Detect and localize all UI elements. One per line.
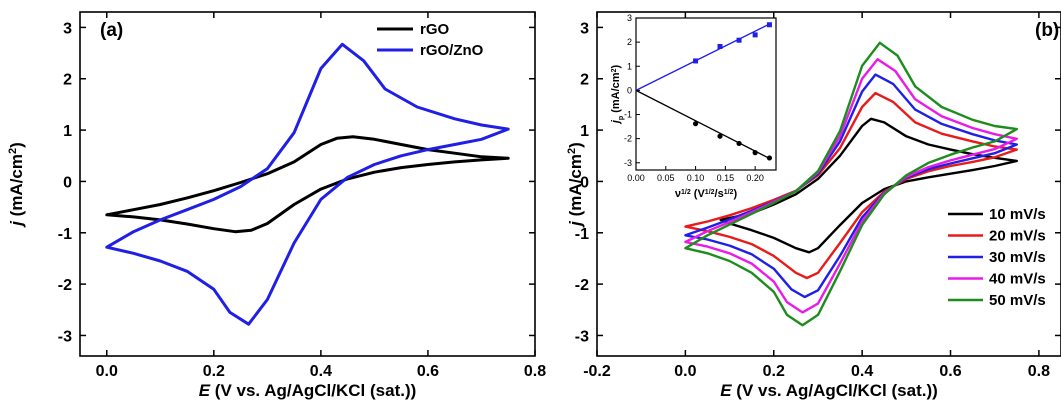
inset-x-sup: 1/2 — [724, 189, 734, 196]
inset-point-anodic — [752, 32, 758, 38]
inset-x-tick-label: 0.00 — [627, 173, 645, 183]
inset-x-tick-label: 0.05 — [657, 173, 675, 183]
y-tick-label: -1 — [575, 226, 589, 243]
panel-label: (a) — [100, 20, 123, 41]
legend-label: rGO/ZnO — [420, 42, 484, 59]
inset-fit-line-anodic — [635, 23, 770, 91]
x-tick-label: 0.2 — [203, 363, 225, 380]
x-axis-label: E (V vs. Ag/AgCl/KCl (sat.)) — [720, 381, 938, 400]
y-axis-sup: 2 — [7, 148, 19, 154]
plot-frame — [79, 11, 536, 357]
inset-x-text: ) — [733, 188, 737, 200]
y-tick-label: 0 — [63, 174, 72, 191]
inset-point-anodic — [736, 37, 742, 43]
inset-x-tick-label: 0.10 — [687, 173, 705, 183]
inset-point-anodic — [717, 43, 723, 49]
panel-0: 0.0 0.2 0.4 0.6 0.8 -3 -2 -1 0 1 2 3 E (V vs. Ag/AgC… — [7, 11, 546, 400]
y-tick-label: 2 — [580, 72, 589, 89]
inset-y-sup: 2 — [611, 68, 618, 72]
legend-label: 20 mV/s — [989, 228, 1046, 245]
x-axis-text: (V vs. Ag/AgCl/KCl (sat.)) — [732, 381, 938, 400]
inset-point-cathodic — [766, 155, 773, 161]
y-tick-label: 3 — [580, 20, 589, 37]
x-tick-label: 0.0 — [96, 363, 118, 380]
y-axis-end: ) — [7, 142, 26, 148]
y-axis-sup: 2 — [566, 148, 578, 154]
inset-point-cathodic — [752, 150, 758, 156]
inset-x-symbol: ν — [675, 188, 681, 200]
x-tick-label: 0.4 — [851, 363, 873, 380]
inset-fit-line-cathodic — [635, 89, 770, 159]
x-axis-text: (V vs. Ag/AgCl/KCl (sat.)) — [210, 381, 416, 400]
y-tick-label: -3 — [58, 328, 72, 345]
x-tick-label: 0.6 — [939, 363, 961, 380]
y-axis-label: j (mA/cm2) — [7, 142, 26, 228]
y-axis-text: (mA/cm — [7, 154, 26, 221]
inset-x-tick-label: 0.20 — [746, 173, 764, 183]
inset-x-text: (V — [691, 188, 706, 200]
inset-y-tick-label: 2 — [627, 37, 632, 47]
series-line-10-mv-s — [719, 117, 1018, 254]
y-tick-label: -1 — [58, 226, 72, 243]
y-tick-label: 2 — [63, 72, 72, 89]
panel-1: -0.2 0.0 0.2 0.4 0.6 0.8 -3 -2 -1 0 1 2 3 E (V vs. Ag… — [566, 11, 1061, 400]
plot-frame — [596, 11, 1061, 357]
inset-x-sup: 1/2 — [705, 189, 715, 196]
y-axis-text: (mA/cm — [566, 154, 585, 221]
series-line-rgo-zno — [105, 42, 510, 326]
inset-y-axis-label: jp (mA/cm2) — [610, 65, 625, 126]
inset-y-tick-label: 1 — [627, 61, 632, 71]
inset-y-tick-label: 3 — [627, 13, 632, 23]
y-tick-label: 1 — [63, 123, 72, 140]
x-axis-label: E (V vs. Ag/AgCl/KCl (sat.)) — [199, 381, 417, 400]
x-tick-label: 0.8 — [1028, 363, 1050, 380]
legend-label: rGO — [420, 21, 450, 38]
inset-y-tick-label: 0 — [627, 85, 632, 95]
y-tick-label: 3 — [63, 20, 72, 37]
series-line-50-mv-s — [684, 41, 1018, 327]
inset-y-tick-label: -2 — [624, 134, 632, 144]
y-tick-label: 0 — [580, 174, 589, 191]
inset-y-sub: p — [618, 116, 625, 120]
inset-y-symbol: j — [610, 119, 622, 125]
x-tick-label: 0.0 — [674, 363, 696, 380]
x-tick-label: 0.8 — [524, 363, 546, 380]
legend-label: 30 mV/s — [989, 249, 1046, 266]
y-tick-label: -2 — [575, 277, 589, 294]
inset-y-text: (mA/cm — [610, 72, 622, 116]
panel-label: (b) — [1035, 20, 1059, 41]
legend-label: 40 mV/s — [989, 271, 1046, 288]
y-axis-symbol: j — [566, 220, 585, 228]
inset-y-tick-label: -1 — [624, 110, 632, 120]
inset-x-tick-label: 0.15 — [717, 173, 735, 183]
x-tick-label: 0.6 — [417, 363, 439, 380]
y-tick-label: -2 — [58, 277, 72, 294]
y-tick-label: -3 — [575, 328, 589, 345]
inset-point-anodic — [766, 22, 772, 28]
y-axis-label: j (mA/cm2) — [566, 142, 585, 228]
y-axis-end: ) — [566, 142, 585, 148]
inset-point-cathodic — [717, 133, 723, 139]
x-axis-symbol: E — [199, 381, 211, 400]
y-tick-label: 1 — [580, 123, 589, 140]
inset-point-anodic — [693, 58, 699, 64]
y-axis-symbol: j — [7, 220, 26, 228]
x-axis-symbol: E — [720, 381, 732, 400]
inset-x-sup: 1/2 — [681, 189, 691, 196]
inset-frame — [635, 17, 777, 171]
legend-label: 10 mV/s — [989, 206, 1046, 223]
inset-x-axis-label: ν1/2 (V1/2/s1/2) — [675, 188, 738, 200]
inset-point-cathodic — [736, 140, 742, 147]
legend-label: 50 mV/s — [989, 292, 1046, 309]
x-tick-label: 0.4 — [310, 363, 332, 380]
x-tick-label: -0.2 — [583, 363, 611, 380]
inset-y-end: ) — [610, 65, 622, 69]
x-tick-label: 0.2 — [763, 363, 785, 380]
inset-point-cathodic — [692, 121, 699, 127]
inset-x-text: /s — [715, 188, 724, 200]
inset-y-tick-label: -3 — [624, 158, 632, 168]
